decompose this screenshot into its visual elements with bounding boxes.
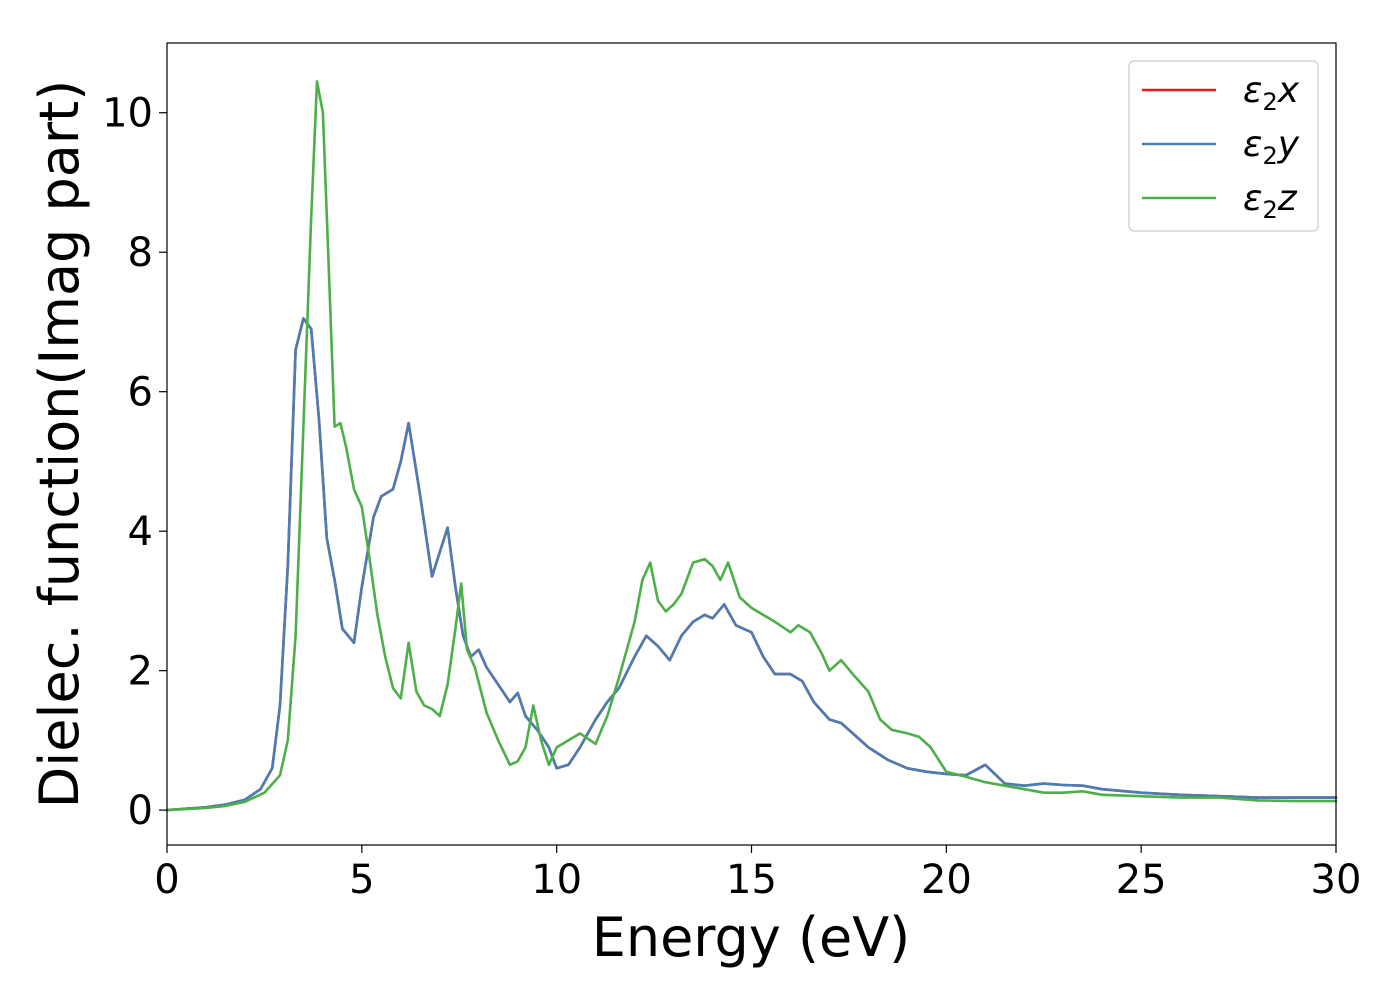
x-tick-label: 0 [154, 857, 179, 903]
x-tick-label: 5 [349, 857, 374, 903]
x-tick-label: 30 [1311, 857, 1362, 903]
y-tick-label: 0 [128, 788, 153, 834]
x-tick-label: 10 [531, 857, 582, 903]
y-axis-label: Dielec. function(Imag part) [28, 80, 91, 809]
x-axis-label: Energy (eV) [592, 906, 911, 969]
legend-label-x: ε2x [1243, 70, 1300, 116]
x-axis: 0 5 10 15 20 25 30 [154, 845, 1361, 903]
legend-label-z: ε2z [1243, 178, 1298, 224]
y-tick-label: 8 [128, 230, 153, 276]
series-line-z [165, 80, 1338, 812]
y-tick-label: 6 [128, 370, 153, 416]
y-tick-label: 4 [128, 509, 153, 555]
x-tick-label: 15 [726, 857, 777, 903]
legend-label-y: ε2y [1243, 124, 1300, 170]
y-tick-label: 10 [102, 91, 153, 137]
x-tick-label: 25 [1116, 857, 1167, 903]
legend: ε2x ε2y ε2z [1128, 60, 1319, 232]
x-tick-label: 20 [921, 857, 972, 903]
series-layer [165, 80, 1338, 812]
legend-box [1128, 60, 1319, 232]
y-axis: 0 2 4 6 8 10 [102, 91, 167, 834]
y-tick-label: 2 [128, 649, 153, 695]
